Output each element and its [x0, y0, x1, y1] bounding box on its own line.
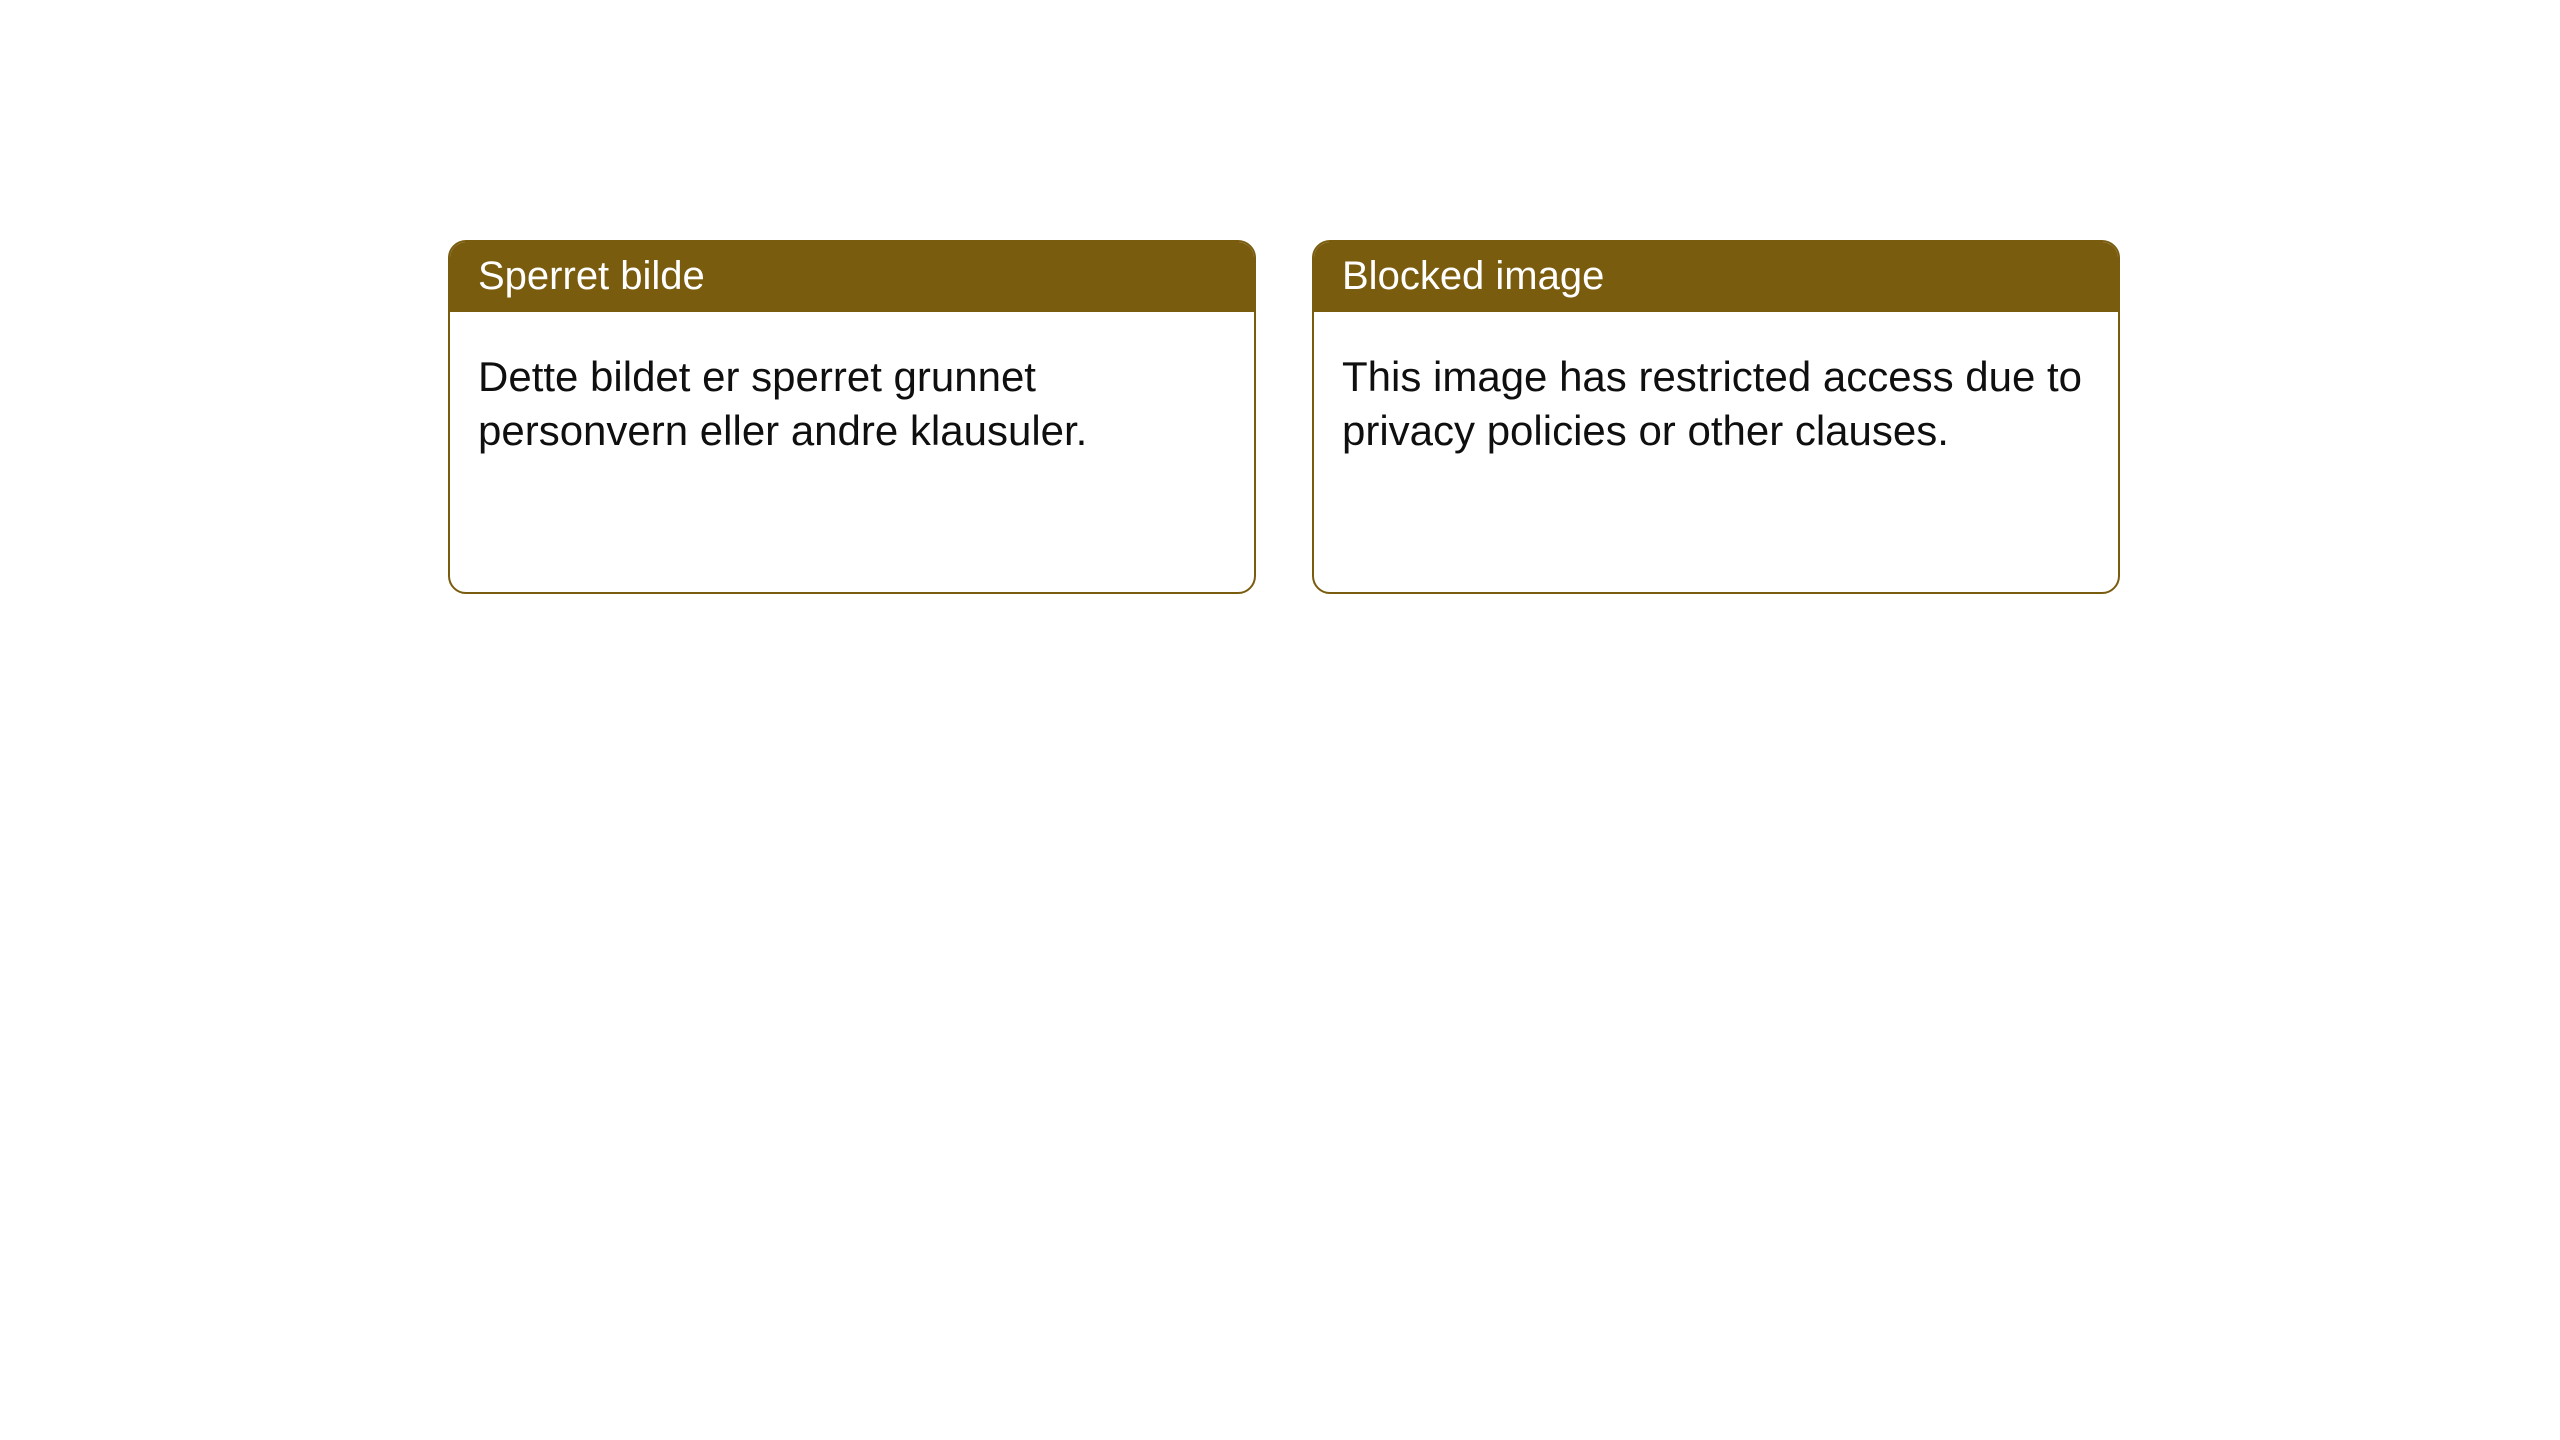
notice-container: Sperret bilde Dette bildet er sperret gr…	[0, 0, 2560, 594]
notice-card-english: Blocked image This image has restricted …	[1312, 240, 2120, 594]
notice-title: Blocked image	[1314, 242, 2118, 312]
notice-body: Dette bildet er sperret grunnet personve…	[450, 312, 1254, 592]
notice-body: This image has restricted access due to …	[1314, 312, 2118, 592]
notice-card-norwegian: Sperret bilde Dette bildet er sperret gr…	[448, 240, 1256, 594]
notice-title: Sperret bilde	[450, 242, 1254, 312]
